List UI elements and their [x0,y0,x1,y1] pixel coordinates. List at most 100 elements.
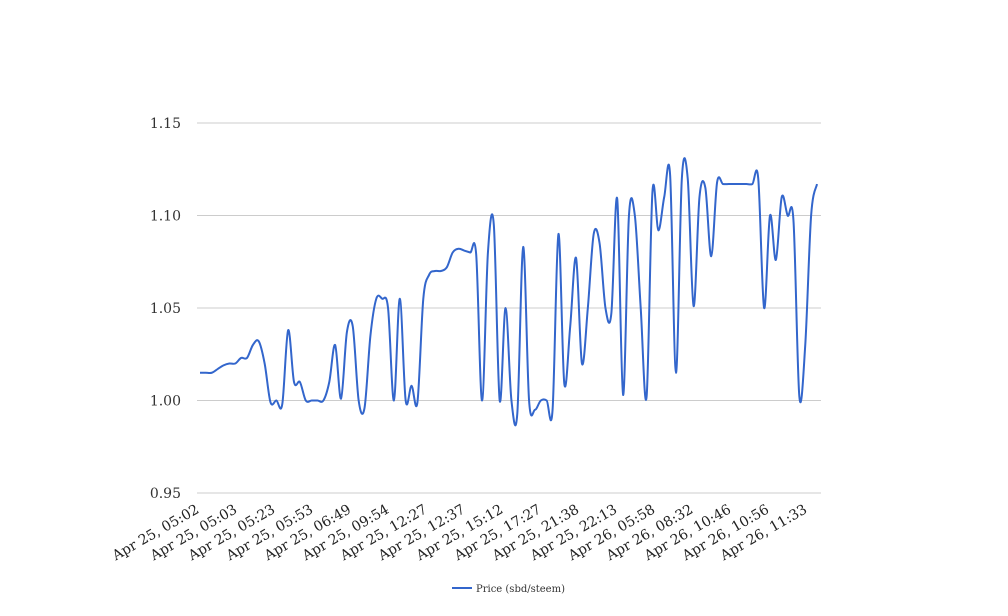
data-point [492,223,496,227]
data-point [650,189,654,193]
y-tick-label: 1.00 [150,394,181,410]
data-point [762,306,766,310]
data-point [292,380,296,384]
data-point [656,228,660,232]
data-point [662,195,666,199]
data-point [674,371,678,375]
data-point [521,245,525,249]
data-point [603,306,607,310]
data-point [756,177,760,181]
data-point [768,214,772,218]
data-point [539,399,543,403]
gridlines [197,122,821,494]
data-point [321,399,325,403]
data-point [404,399,408,403]
data-point [721,182,725,186]
data-point [780,195,784,199]
data-point [386,306,390,310]
data-point [216,367,220,371]
data-point [809,214,813,218]
y-tick-label: 0.95 [150,486,181,502]
y-tick-label: 1.15 [150,116,181,132]
data-point [774,258,778,262]
data-point [474,252,478,256]
data-point [727,182,731,186]
data-point [233,362,237,366]
data-point [245,356,249,360]
data-point [598,241,602,245]
data-point [615,197,619,201]
data-point [269,400,273,404]
data-point [280,402,284,406]
data-point [668,173,672,177]
data-point [333,343,337,347]
data-point [792,219,796,223]
data-point [227,362,231,366]
data-point [621,393,625,397]
data-point [415,400,419,404]
data-point [257,339,261,343]
data-point [251,343,255,347]
data-point [686,177,690,181]
series-layer [198,157,819,427]
data-point [451,251,455,255]
data-point [527,399,531,403]
data-point [433,269,437,273]
data-point [803,343,807,347]
data-point [697,195,701,199]
data-point [380,297,384,301]
data-point [392,399,396,403]
data-point [680,177,684,181]
data-point [421,297,425,301]
data-point [786,214,790,218]
data-point [580,362,584,366]
data-point [744,182,748,186]
data-point [498,399,502,403]
data-point [633,214,637,218]
data-point [327,380,331,384]
data-point [639,306,643,310]
data-point [363,406,367,410]
data-point [562,382,566,386]
data-point [198,371,202,375]
data-point [274,399,278,403]
data-point [750,182,754,186]
data-point [210,371,214,375]
data-point [263,362,267,366]
data-point [568,325,572,329]
data-point [504,306,508,310]
data-point [509,399,513,403]
y-axis-ticks: 0.95 1.00 1.05 1.10 1.15 [150,116,181,502]
data-point [351,325,355,329]
data-point [286,328,290,332]
data-point [398,297,402,301]
data-point [703,186,707,190]
data-point [439,269,443,273]
data-point [797,395,801,399]
data-point [627,214,631,218]
data-point [609,312,613,316]
data-point [739,182,743,186]
legend[interactable]: Price (sbd/steem) [452,584,565,595]
data-point [239,356,243,360]
data-point [733,182,737,186]
data-point [480,399,484,403]
data-point [815,182,819,186]
data-point [304,399,308,403]
data-point [445,265,449,269]
y-tick-label: 1.05 [150,301,181,317]
data-point [533,408,537,412]
data-point [204,371,208,375]
data-point [339,397,343,401]
data-point [298,380,302,384]
data-point [556,232,560,236]
data-point [368,334,372,338]
data-point [486,251,490,255]
data-point [709,254,713,258]
series-line [200,157,818,427]
data-point [427,273,431,277]
data-point [222,363,226,367]
data-point [692,304,696,308]
